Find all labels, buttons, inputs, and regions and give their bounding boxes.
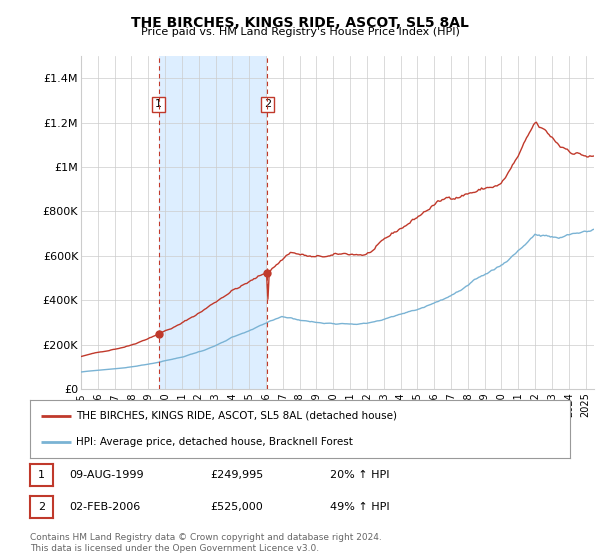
Text: 20% ↑ HPI: 20% ↑ HPI xyxy=(330,470,389,480)
Text: THE BIRCHES, KINGS RIDE, ASCOT, SL5 8AL (detached house): THE BIRCHES, KINGS RIDE, ASCOT, SL5 8AL … xyxy=(76,410,397,421)
Text: 1: 1 xyxy=(155,99,162,109)
Bar xyxy=(159,56,268,389)
Text: £525,000: £525,000 xyxy=(210,502,263,512)
Text: 2: 2 xyxy=(264,99,271,109)
Text: £249,995: £249,995 xyxy=(210,470,263,480)
Text: Contains HM Land Registry data © Crown copyright and database right 2024.: Contains HM Land Registry data © Crown c… xyxy=(30,533,382,542)
Text: This data is licensed under the Open Government Licence v3.0.: This data is licensed under the Open Gov… xyxy=(30,544,319,553)
Text: 2: 2 xyxy=(38,502,45,512)
Text: 1: 1 xyxy=(38,470,45,480)
Text: HPI: Average price, detached house, Bracknell Forest: HPI: Average price, detached house, Brac… xyxy=(76,437,353,447)
Text: 09-AUG-1999: 09-AUG-1999 xyxy=(69,470,143,480)
Text: 49% ↑ HPI: 49% ↑ HPI xyxy=(330,502,389,512)
Text: Price paid vs. HM Land Registry's House Price Index (HPI): Price paid vs. HM Land Registry's House … xyxy=(140,27,460,37)
Text: 02-FEB-2006: 02-FEB-2006 xyxy=(69,502,140,512)
Text: THE BIRCHES, KINGS RIDE, ASCOT, SL5 8AL: THE BIRCHES, KINGS RIDE, ASCOT, SL5 8AL xyxy=(131,16,469,30)
